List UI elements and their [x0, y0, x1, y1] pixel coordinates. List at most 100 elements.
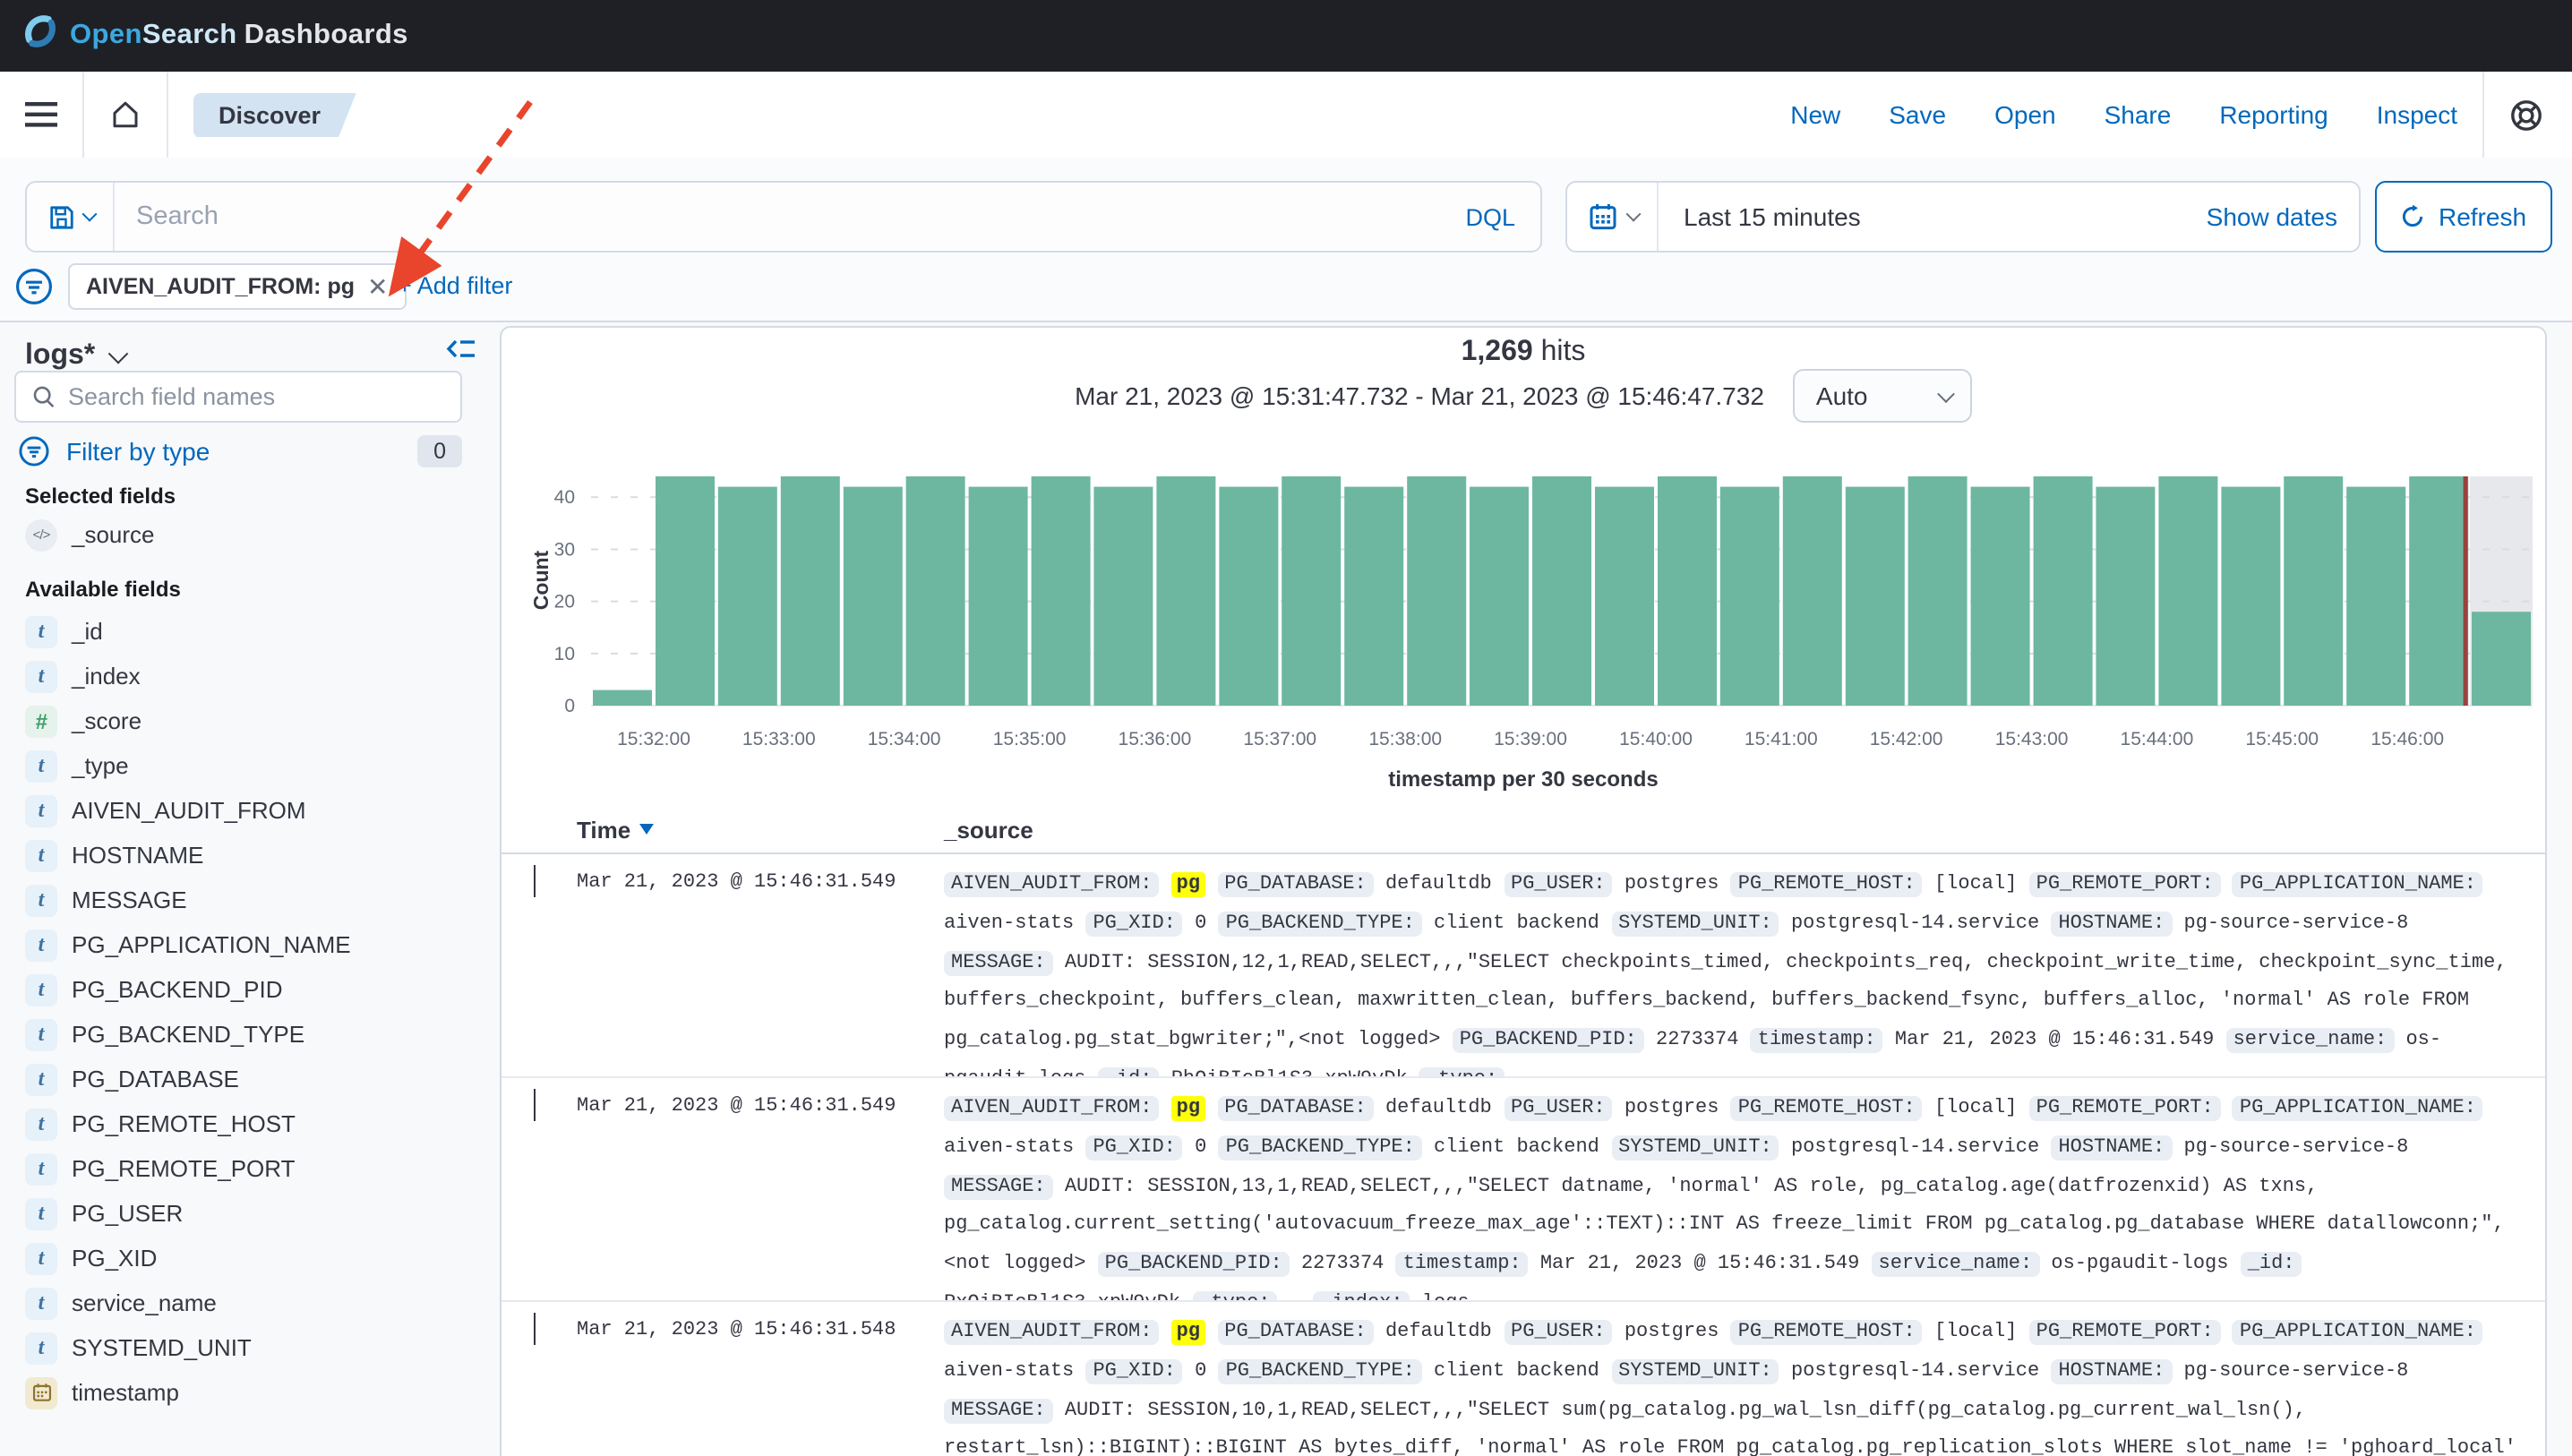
- svg-text:15:34:00: 15:34:00: [868, 729, 941, 749]
- date-quick-menu-button[interactable]: [1567, 183, 1659, 251]
- field-value: -: [1290, 1293, 1301, 1300]
- table-row[interactable]: Mar 21, 2023 @ 15:46:31.548 AIVEN_AUDIT_…: [502, 1302, 2545, 1456]
- field-item-PG_APPLICATION_NAME[interactable]: t PG_APPLICATION_NAME: [0, 922, 500, 967]
- toolbar-link-share[interactable]: Share: [2104, 100, 2172, 129]
- add-filter-button[interactable]: + Add filter: [398, 272, 513, 299]
- field-item-PG_REMOTE_PORT[interactable]: t PG_REMOTE_PORT: [0, 1146, 500, 1191]
- field-name: PG_BACKEND_PID: [72, 976, 283, 1003]
- field-item-service_name[interactable]: t service_name: [0, 1280, 500, 1325]
- toolbar-link-new[interactable]: New: [1790, 100, 1841, 129]
- field-label-pill: MESSAGE:: [944, 1174, 1053, 1200]
- time-column-label: Time: [577, 816, 631, 843]
- svg-text:15:45:00: 15:45:00: [2245, 729, 2319, 749]
- field-value: PxOiBIcBl1S3_xpW9yDk: [944, 1293, 1180, 1300]
- filter-pill[interactable]: AIVEN_AUDIT_FROM: pg ✕: [68, 263, 407, 310]
- time-range-display: Mar 21, 2023 @ 15:31:47.732 - Mar 21, 20…: [1075, 381, 1764, 410]
- field-item-AIVEN_AUDIT_FROM[interactable]: t AIVEN_AUDIT_FROM: [0, 788, 500, 833]
- documents-table: Time _source Mar 21, 2023 @ 15:46:31.549…: [502, 806, 2545, 1456]
- field-label-pill: PG_DATABASE:: [1217, 1320, 1374, 1345]
- svg-text:15:41:00: 15:41:00: [1745, 729, 1818, 749]
- breadcrumb[interactable]: Discover: [193, 92, 356, 137]
- table-row[interactable]: Mar 21, 2023 @ 15:46:31.549 AIVEN_AUDIT_…: [502, 1078, 2545, 1302]
- field-label-pill: PG_USER:: [1504, 872, 1613, 897]
- refresh-button[interactable]: Refresh: [2375, 181, 2552, 253]
- filter-by-type-button[interactable]: Filter by type 0: [18, 435, 462, 467]
- field-label-pill: MESSAGE:: [944, 1398, 1053, 1424]
- filter-menu-button[interactable]: [14, 267, 54, 306]
- field-item-PG_USER[interactable]: t PG_USER: [0, 1191, 500, 1236]
- field-label-pill: AIVEN_AUDIT_FROM:: [944, 1096, 1160, 1121]
- row-source: AIVEN_AUDIT_FROM: pg PG_DATABASE: defaul…: [944, 1315, 2527, 1456]
- field-value: pg-source-service-8: [2183, 912, 2409, 935]
- field-name: PG_USER: [72, 1200, 184, 1227]
- field-item-PG_BACKEND_PID[interactable]: t PG_BACKEND_PID: [0, 967, 500, 1012]
- field-value: client backend: [1434, 1136, 1599, 1159]
- string-field-icon: t: [25, 1108, 57, 1140]
- search-input[interactable]: Search DQL: [25, 181, 1542, 253]
- saved-query-menu-button[interactable]: [27, 183, 115, 251]
- field-item-_id[interactable]: t _id: [0, 609, 500, 654]
- toolbar-link-open[interactable]: Open: [1994, 100, 2056, 129]
- field-item-PG_REMOTE_HOST[interactable]: t PG_REMOTE_HOST: [0, 1101, 500, 1146]
- show-dates-button[interactable]: Show dates: [2206, 202, 2337, 231]
- column-header-time[interactable]: Time: [577, 816, 944, 843]
- field-label-pill: PG_APPLICATION_NAME:: [2232, 1320, 2483, 1345]
- field-value: postgres: [1624, 1098, 1719, 1119]
- field-name: PG_BACKEND_TYPE: [72, 1021, 305, 1048]
- field-item-PG_XID[interactable]: t PG_XID: [0, 1236, 500, 1280]
- field-item-SYSTEMD_UNIT[interactable]: t SYSTEMD_UNIT: [0, 1325, 500, 1370]
- toolbar-link-inspect[interactable]: Inspect: [2376, 100, 2457, 129]
- expand-row-icon[interactable]: [534, 1089, 536, 1121]
- field-label-pill: PG_USER:: [1504, 1320, 1613, 1345]
- field-name: PG_DATABASE: [72, 1066, 239, 1092]
- string-field-icon: t: [25, 794, 57, 826]
- field-item-MESSAGE[interactable]: t MESSAGE: [0, 878, 500, 922]
- collapse-sidebar-button[interactable]: [446, 337, 476, 371]
- field-item-_type[interactable]: t _type: [0, 743, 500, 788]
- expand-row-icon[interactable]: [534, 1313, 536, 1345]
- hits-count: 1,269: [1461, 337, 1533, 367]
- hits-count-line: 1,269 hits: [500, 337, 2547, 369]
- collapse-left-icon: [446, 339, 475, 358]
- field-item-PG_BACKEND_TYPE[interactable]: t PG_BACKEND_TYPE: [0, 1012, 500, 1057]
- index-pattern-selector[interactable]: logs*: [25, 340, 129, 373]
- home-button[interactable]: [84, 72, 167, 158]
- toolbar-link-reporting[interactable]: Reporting: [2219, 100, 2328, 129]
- field-item-HOSTNAME[interactable]: t HOSTNAME: [0, 833, 500, 878]
- help-button[interactable]: [2482, 72, 2572, 158]
- fields-sidebar: logs* Search field names Fil: [0, 322, 500, 1456]
- field-label-pill: HOSTNAME:: [2051, 1135, 2173, 1161]
- svg-text:15:32:00: 15:32:00: [617, 729, 690, 749]
- field-label-pill: PG_REMOTE_HOST:: [1730, 1320, 1923, 1345]
- field-item-_source[interactable]: </> _source: [0, 512, 500, 557]
- field-value: postgresql-14.service: [1790, 912, 2040, 935]
- save-query-icon: [50, 205, 73, 228]
- hamburger-menu-button[interactable]: [0, 72, 82, 158]
- filter-by-type-label: Filter by type: [66, 437, 210, 466]
- field-item-_index[interactable]: t _index: [0, 654, 500, 698]
- query-language-button[interactable]: DQL: [1465, 203, 1515, 230]
- field-item-PG_DATABASE[interactable]: t PG_DATABASE: [0, 1057, 500, 1101]
- opensearch-logo[interactable]: OpenSearch Dashboards: [21, 13, 408, 59]
- field-value: PhOiBIcBl1S3_xpW9yDk: [1171, 1069, 1408, 1076]
- field-search-input[interactable]: Search field names: [14, 371, 462, 423]
- table-row[interactable]: Mar 21, 2023 @ 15:46:31.549 AIVEN_AUDIT_…: [502, 854, 2545, 1078]
- index-pattern-name: logs*: [25, 340, 96, 371]
- field-value: client backend: [1434, 912, 1599, 935]
- calendar-icon: [1590, 204, 1616, 230]
- field-item-_score[interactable]: # _score: [0, 698, 500, 743]
- expand-row-icon[interactable]: [534, 865, 536, 897]
- field-name: service_name: [72, 1289, 217, 1316]
- string-field-icon: t: [25, 1287, 57, 1319]
- remove-filter-icon[interactable]: ✕: [367, 272, 389, 301]
- field-label-pill: AIVEN_AUDIT_FROM:: [944, 872, 1160, 897]
- svg-text:15:36:00: 15:36:00: [1119, 729, 1192, 749]
- interval-select[interactable]: Auto: [1792, 369, 1972, 423]
- chevron-down-icon: [81, 206, 98, 222]
- field-item-timestamp[interactable]: timestamp: [0, 1370, 500, 1415]
- svg-text:15:43:00: 15:43:00: [1995, 729, 2069, 749]
- toolbar-link-save[interactable]: Save: [1889, 100, 1947, 129]
- time-range-value[interactable]: Last 15 minutes: [1684, 202, 1861, 231]
- filter-circle-icon: [16, 269, 52, 304]
